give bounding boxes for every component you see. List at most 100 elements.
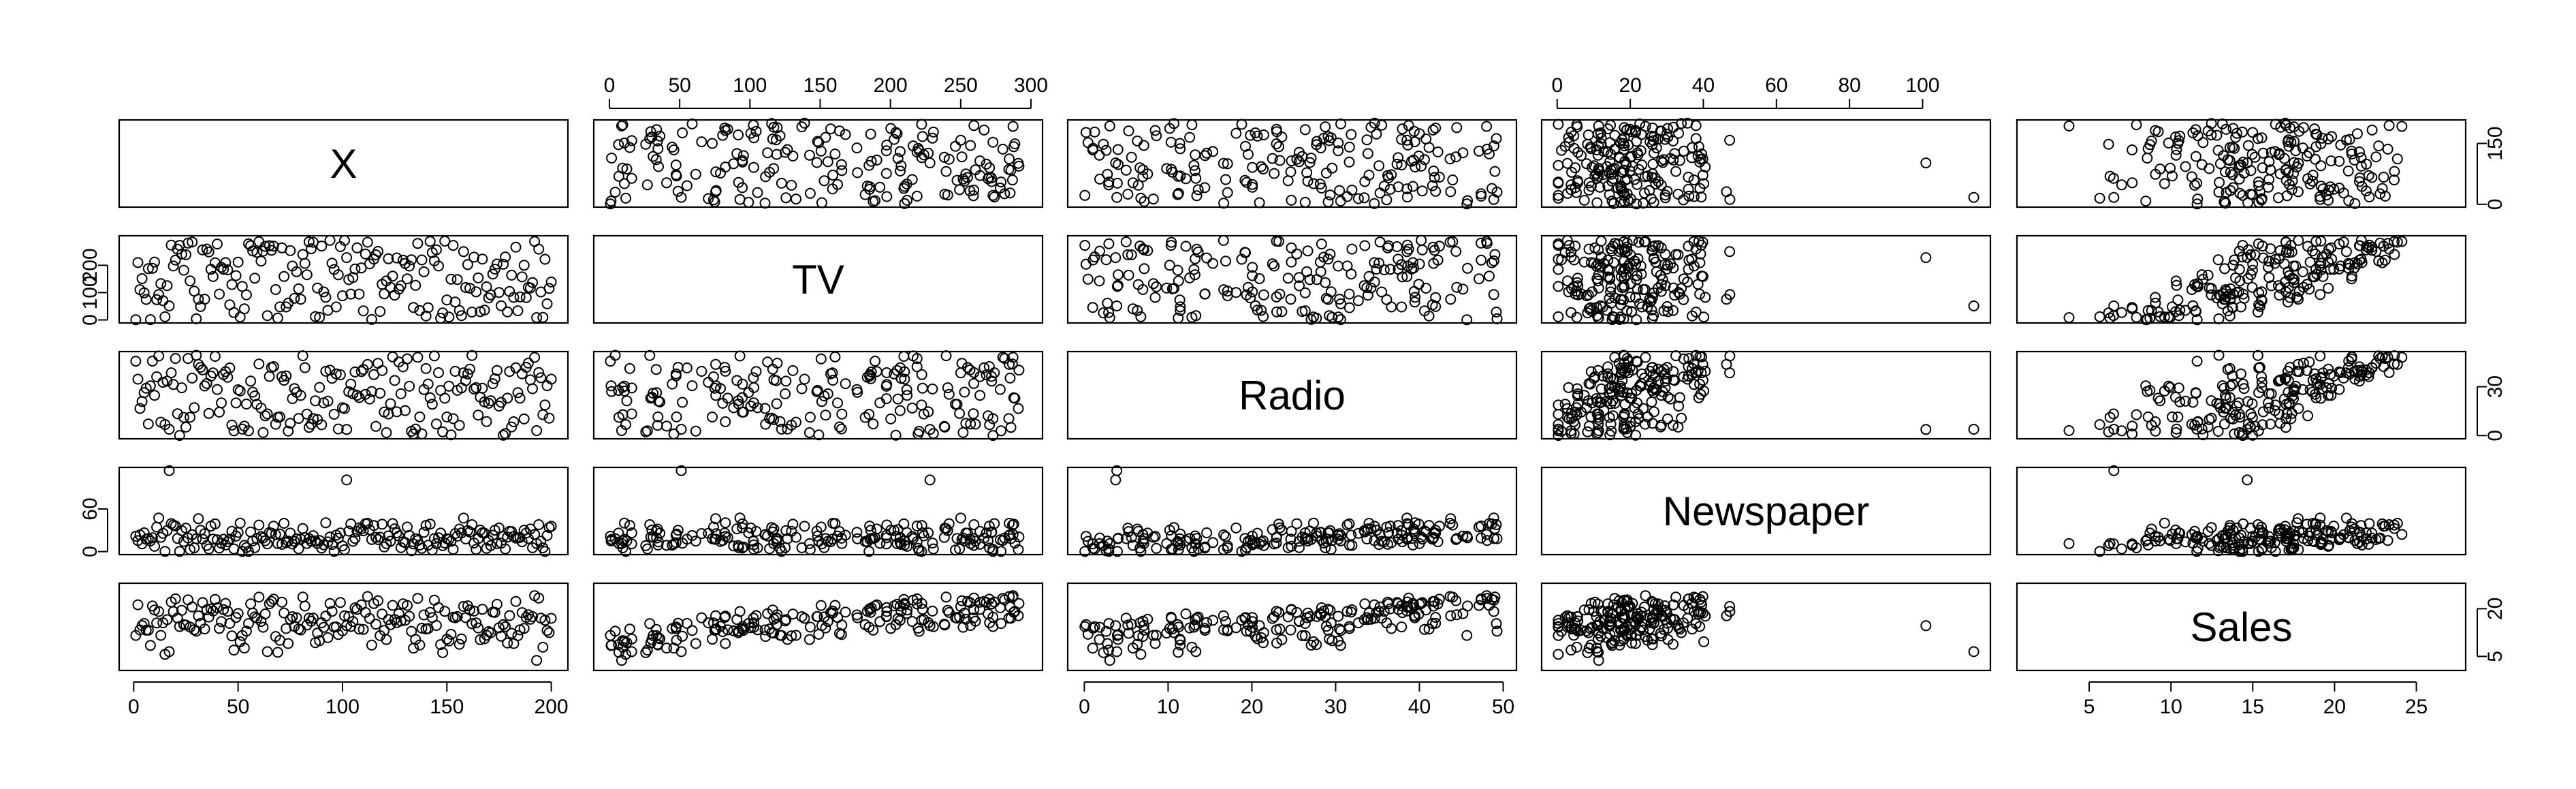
data-point — [2246, 149, 2258, 160]
data-point — [1269, 168, 1280, 179]
data-point — [163, 646, 175, 658]
data-point — [1724, 246, 1736, 258]
data-point — [1013, 157, 1024, 169]
data-point — [2191, 198, 2203, 210]
data-point — [387, 351, 398, 362]
data-point — [950, 399, 961, 410]
data-point — [1111, 300, 1123, 311]
panel-frame — [592, 466, 1044, 556]
data-point — [293, 283, 304, 294]
data-point — [1302, 245, 1314, 257]
data-point — [840, 129, 851, 140]
data-point — [672, 185, 684, 197]
data-point — [1687, 142, 1698, 153]
data-point — [613, 527, 624, 539]
data-point — [731, 523, 743, 535]
data-point — [1393, 253, 1404, 265]
variable-label-x: X — [330, 141, 357, 187]
data-point — [1252, 633, 1263, 645]
tick-label: 0 — [79, 546, 101, 557]
data-point — [424, 519, 436, 530]
data-point — [1619, 281, 1630, 293]
tick-label: 30 — [2484, 375, 2507, 398]
data-point — [245, 598, 257, 610]
data-point — [1149, 638, 1161, 649]
data-point — [1647, 139, 1658, 151]
panel-x-vs-x: X — [118, 119, 569, 208]
data-point — [1098, 647, 1109, 658]
data-point — [132, 373, 144, 385]
data-point — [1102, 297, 1113, 309]
data-point — [2256, 544, 2268, 555]
data-point — [2104, 312, 2116, 324]
data-point — [968, 519, 980, 530]
data-point — [322, 395, 334, 407]
data-point — [2094, 192, 2105, 204]
tick-label: 40 — [1692, 74, 1715, 97]
data-point — [863, 621, 875, 633]
tick-label: 80 — [1838, 74, 1860, 97]
data-point — [2131, 409, 2142, 420]
data-point — [1423, 623, 1435, 635]
data-point — [2291, 292, 2303, 303]
data-point — [1647, 292, 1658, 303]
data-point — [1553, 409, 1564, 420]
data-point — [1668, 599, 1679, 610]
data-point — [865, 366, 877, 377]
data-point — [2382, 143, 2394, 155]
data-point — [1636, 378, 1647, 390]
data-point — [2163, 533, 2174, 545]
data-point — [456, 310, 467, 322]
data-point — [454, 305, 465, 316]
data-point — [2280, 373, 2291, 385]
data-point — [2127, 302, 2138, 313]
data-point — [1450, 151, 1462, 163]
data-point — [498, 258, 509, 270]
data-point — [1291, 248, 1303, 260]
data-point — [690, 638, 701, 649]
data-point — [362, 591, 373, 602]
data-point — [1207, 258, 1219, 269]
data-point — [1304, 611, 1316, 622]
data-point — [644, 618, 656, 630]
data-point — [979, 532, 990, 544]
data-point — [485, 627, 496, 638]
data-point — [345, 288, 357, 300]
data-point — [537, 311, 549, 323]
data-point — [780, 146, 791, 158]
data-point — [272, 647, 283, 658]
data-point — [1618, 423, 1629, 435]
data-point — [1311, 139, 1322, 151]
data-point — [264, 371, 275, 382]
data-point — [1678, 353, 1689, 365]
data-point — [908, 594, 919, 606]
data-point — [1009, 392, 1021, 404]
data-point — [804, 621, 816, 633]
data-point — [368, 520, 379, 531]
data-point — [1258, 289, 1269, 300]
data-point — [506, 269, 518, 281]
data-point — [1583, 177, 1595, 189]
data-point — [1427, 180, 1438, 191]
data-point — [1369, 521, 1380, 532]
data-point — [468, 605, 480, 617]
data-point — [2103, 426, 2114, 437]
data-point — [1326, 162, 1338, 174]
data-point — [1696, 600, 1707, 611]
data-point — [865, 606, 876, 618]
data-point — [1571, 119, 1583, 131]
data-point — [1397, 123, 1408, 135]
data-point — [956, 595, 968, 606]
data-point — [1592, 365, 1604, 376]
data-point — [1397, 536, 1408, 548]
data-point — [2174, 527, 2186, 539]
data-point — [1968, 300, 1979, 311]
data-point — [324, 531, 336, 543]
data-point — [1322, 527, 1334, 538]
data-point — [996, 176, 1007, 188]
data-point — [1151, 130, 1162, 142]
data-point — [1461, 314, 1473, 326]
data-point — [1188, 621, 1200, 633]
data-point — [1222, 158, 1233, 170]
data-point — [2186, 284, 2197, 295]
